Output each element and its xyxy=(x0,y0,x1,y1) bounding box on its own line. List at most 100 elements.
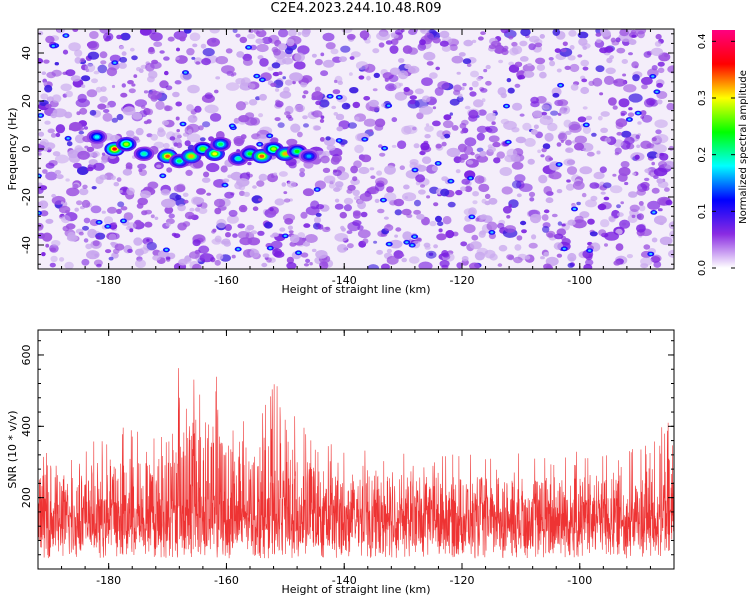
noise-blob xyxy=(337,80,343,86)
noise-blob xyxy=(235,33,241,38)
noise-blob xyxy=(511,180,522,189)
snr-x-tick-label: -140 xyxy=(332,574,357,587)
noise-blob xyxy=(588,80,595,86)
noise-blob xyxy=(574,135,587,144)
noise-blob xyxy=(458,93,463,98)
noise-peak-core xyxy=(557,163,561,166)
noise-blob xyxy=(301,29,311,38)
noise-blob xyxy=(370,175,376,179)
noise-blob xyxy=(527,63,532,67)
noise-blob xyxy=(604,137,612,143)
noise-blob xyxy=(100,60,107,65)
noise-blob xyxy=(168,213,175,219)
noise-blob xyxy=(292,80,296,85)
noise-blob xyxy=(134,99,147,107)
noise-blob xyxy=(651,137,657,142)
noise-blob xyxy=(127,80,134,85)
noise-blob xyxy=(561,223,566,227)
noise-blob xyxy=(668,145,674,151)
noise-blob xyxy=(302,115,308,120)
noise-blob xyxy=(388,239,403,249)
noise-blob xyxy=(44,84,53,93)
noise-blob xyxy=(599,92,604,96)
noise-blob xyxy=(95,86,102,93)
noise-blob xyxy=(40,93,49,100)
noise-blob xyxy=(530,129,538,135)
noise-blob xyxy=(354,144,364,154)
noise-blob xyxy=(330,156,340,165)
noise-blob xyxy=(589,182,600,189)
noise-blob xyxy=(403,125,418,135)
noise-blob xyxy=(608,97,617,106)
noise-blob xyxy=(514,83,521,88)
noise-blob xyxy=(552,29,561,36)
noise-blob xyxy=(652,144,667,154)
noise-blob xyxy=(416,112,424,120)
noise-blob xyxy=(200,202,208,209)
noise-blob xyxy=(176,47,180,52)
noise-blob xyxy=(619,219,631,229)
noise-blob xyxy=(535,57,546,65)
noise-blob xyxy=(563,119,572,128)
noise-blob xyxy=(266,257,272,263)
noise-blob xyxy=(352,189,360,196)
noise-blob xyxy=(141,210,148,216)
noise-blob xyxy=(323,175,336,184)
noise-blob xyxy=(437,221,444,227)
noise-blob xyxy=(70,75,81,82)
noise-blob xyxy=(616,204,621,209)
noise-blob xyxy=(472,191,479,197)
noise-blob xyxy=(183,199,189,204)
noise-peak-core xyxy=(562,247,566,250)
noise-peak-core xyxy=(121,219,126,222)
noise-blob xyxy=(391,144,397,148)
noise-blob xyxy=(154,95,160,100)
hotspot xyxy=(177,159,182,163)
noise-blob xyxy=(293,61,306,70)
noise-blob xyxy=(389,67,401,76)
noise-blob xyxy=(129,47,135,52)
noise-blob xyxy=(133,74,138,78)
noise-blob xyxy=(506,148,518,158)
noise-blob xyxy=(384,77,389,82)
noise-blob xyxy=(402,45,413,54)
noise-blob xyxy=(626,254,634,259)
noise-peak-core xyxy=(383,147,387,150)
noise-blob xyxy=(305,258,311,263)
noise-blob xyxy=(127,248,133,253)
noise-blob xyxy=(200,43,207,49)
noise-blob xyxy=(475,217,480,222)
heatmap-y-tick-label: -20 xyxy=(20,188,33,206)
noise-blob xyxy=(621,130,632,138)
noise-blob xyxy=(165,85,173,91)
noise-blob xyxy=(74,134,86,144)
hotspot xyxy=(165,154,170,158)
noise-peak-core xyxy=(161,174,165,177)
noise-blob xyxy=(304,234,318,243)
noise-blob xyxy=(595,65,605,73)
noise-blob xyxy=(497,263,503,267)
noise-blob xyxy=(109,54,121,63)
noise-blob xyxy=(45,35,55,44)
noise-blob xyxy=(547,232,554,238)
noise-peak-core xyxy=(470,215,474,218)
noise-blob xyxy=(376,170,383,176)
noise-blob xyxy=(524,255,531,260)
noise-blob xyxy=(632,74,640,82)
noise-blob xyxy=(603,75,615,85)
noise-blob xyxy=(147,48,156,55)
noise-blob xyxy=(294,52,305,62)
heatmap-x-tick-label: -160 xyxy=(214,274,239,287)
noise-blob xyxy=(593,171,605,180)
noise-blob xyxy=(363,96,371,101)
noise-blob xyxy=(240,77,251,87)
noise-blob xyxy=(600,219,610,228)
noise-blob xyxy=(524,137,536,147)
noise-blob xyxy=(516,193,522,198)
noise-blob xyxy=(221,238,231,245)
noise-blob xyxy=(164,105,173,112)
noise-blob xyxy=(121,83,127,88)
noise-blob xyxy=(60,83,72,92)
noise-blob xyxy=(258,113,264,118)
